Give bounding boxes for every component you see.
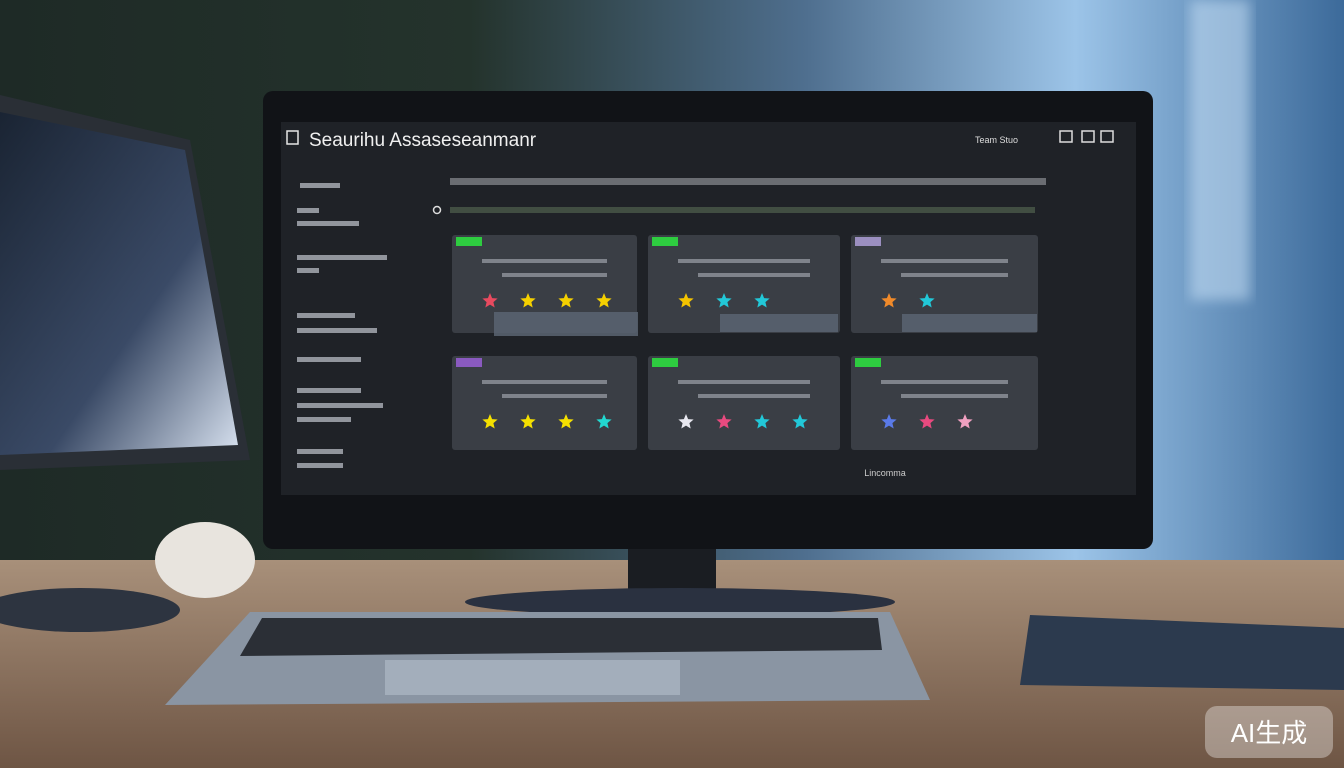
star	[881, 414, 897, 429]
card-tag	[456, 358, 482, 367]
star	[678, 414, 694, 429]
card-line	[901, 273, 1008, 277]
sidebar-item	[297, 388, 361, 393]
screen-footer: Lincomma	[864, 468, 906, 478]
notebook	[1020, 615, 1344, 690]
card-line	[678, 259, 810, 263]
card-tag	[456, 237, 482, 246]
card-line	[482, 380, 607, 384]
card-line	[502, 273, 607, 277]
header-icon[interactable]	[1100, 130, 1114, 143]
sidebar-item	[297, 313, 355, 318]
star	[596, 414, 612, 429]
watermark-box	[1205, 706, 1333, 758]
sidebar-item	[297, 417, 351, 422]
sidebar-item	[297, 449, 343, 454]
sidebar-item	[297, 221, 359, 226]
progress-line	[450, 207, 1035, 213]
card	[648, 356, 840, 450]
card-line	[881, 380, 1008, 384]
sidebar	[297, 183, 387, 468]
card-line	[881, 259, 1008, 263]
sidebar-item	[297, 208, 319, 213]
sidebar-item	[297, 463, 343, 468]
star	[754, 414, 770, 429]
star	[520, 293, 536, 308]
sidebar-item	[297, 268, 319, 273]
card-line	[698, 273, 810, 277]
star	[792, 414, 808, 429]
card-line	[502, 394, 607, 398]
sidebar-item	[297, 403, 383, 408]
star	[678, 293, 694, 308]
star	[558, 293, 574, 308]
trackpad	[385, 660, 680, 695]
sidebar-item	[300, 183, 340, 188]
star	[596, 293, 612, 308]
left-monitor-base	[0, 588, 180, 632]
card-line	[678, 380, 810, 384]
sidebar-item	[297, 255, 387, 260]
card-tag	[855, 358, 881, 367]
card-line	[698, 394, 810, 398]
sidebar-item	[297, 328, 377, 333]
left-screen	[0, 112, 238, 455]
card-tag	[652, 237, 678, 246]
star	[482, 293, 498, 308]
keyboard	[240, 618, 882, 656]
star	[754, 293, 770, 308]
watermark: AI生成	[1231, 718, 1308, 748]
star	[881, 293, 897, 308]
card-button	[494, 312, 638, 336]
star	[716, 293, 732, 308]
card-line	[482, 259, 607, 263]
monitor-base	[465, 588, 895, 616]
window-light	[1190, 0, 1250, 300]
star	[957, 414, 973, 429]
star	[482, 414, 498, 429]
star	[558, 414, 574, 429]
star	[716, 414, 732, 429]
sidebar-item	[297, 357, 361, 362]
radio[interactable]	[432, 205, 442, 215]
card-tag	[855, 237, 881, 246]
star	[919, 414, 935, 429]
mouse-object	[155, 522, 255, 598]
header-label: Team Stuo	[975, 135, 1018, 145]
card-button	[902, 314, 1037, 332]
card-button	[720, 314, 838, 332]
star	[919, 293, 935, 308]
description-line	[450, 178, 1046, 185]
card	[452, 356, 637, 450]
cards	[452, 235, 1038, 450]
app-title: Seaurihu Assaseseanmanr	[309, 130, 537, 151]
card-line	[901, 394, 1008, 398]
app-icon	[286, 130, 299, 145]
star	[520, 414, 536, 429]
header-icon[interactable]	[1059, 130, 1073, 143]
card-tag	[652, 358, 678, 367]
card	[851, 356, 1038, 450]
header-icon[interactable]	[1081, 130, 1095, 143]
